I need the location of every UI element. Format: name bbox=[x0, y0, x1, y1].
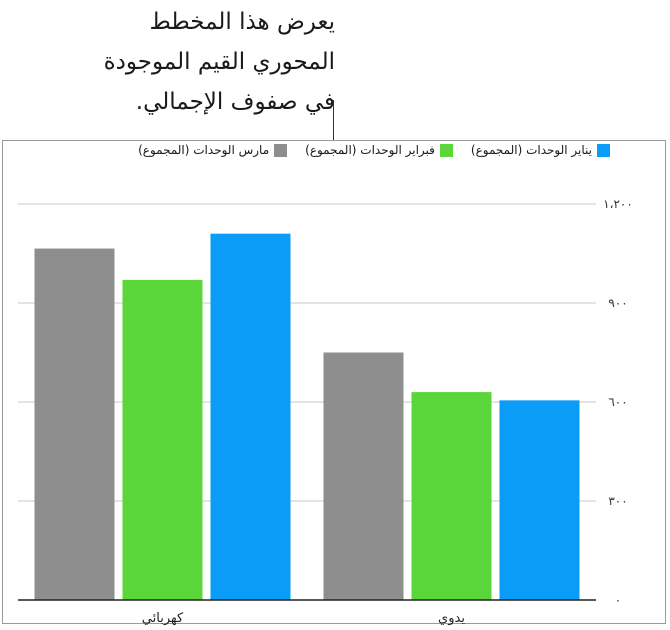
x-category-label: كهربائي bbox=[142, 611, 184, 626]
legend-swatch bbox=[439, 143, 453, 157]
legend-swatch bbox=[597, 143, 610, 157]
bar bbox=[34, 248, 115, 601]
y-tick-label: ٣٠٠ bbox=[608, 494, 627, 508]
bar bbox=[411, 392, 492, 600]
legend-label: فبراير الوحدات (المجموع) bbox=[305, 143, 435, 157]
bar bbox=[499, 400, 580, 600]
legend-label: مارس الوحدات (المجموع) bbox=[138, 143, 270, 157]
bar bbox=[210, 233, 291, 600]
x-category-label: يدوي bbox=[438, 611, 465, 626]
legend-item-january[interactable]: يناير الوحدات (المجموع) bbox=[471, 143, 610, 157]
bar bbox=[323, 352, 404, 600]
chart-legend: يناير الوحدات (المجموع) فبراير الوحدات (… bbox=[138, 143, 610, 157]
legend-label: يناير الوحدات (المجموع) bbox=[470, 143, 592, 157]
bar bbox=[122, 279, 203, 600]
legend-item-march[interactable]: مارس الوحدات (المجموع) bbox=[138, 143, 288, 157]
y-tick-label: ٩٠٠ bbox=[608, 296, 627, 310]
caption-callout-line bbox=[333, 100, 334, 140]
legend-item-february[interactable]: فبراير الوحدات (المجموع) bbox=[305, 143, 453, 157]
legend-swatch bbox=[274, 143, 288, 157]
chart-caption: يعرض هذا المخطط المحوري القيم الموجودة ف… bbox=[103, 9, 335, 115]
chart-frame bbox=[2, 140, 666, 624]
y-tick-label: ١،٢٠٠ bbox=[603, 197, 633, 211]
y-tick-label: ٠ bbox=[615, 593, 621, 607]
y-tick-label: ٦٠٠ bbox=[608, 395, 627, 409]
